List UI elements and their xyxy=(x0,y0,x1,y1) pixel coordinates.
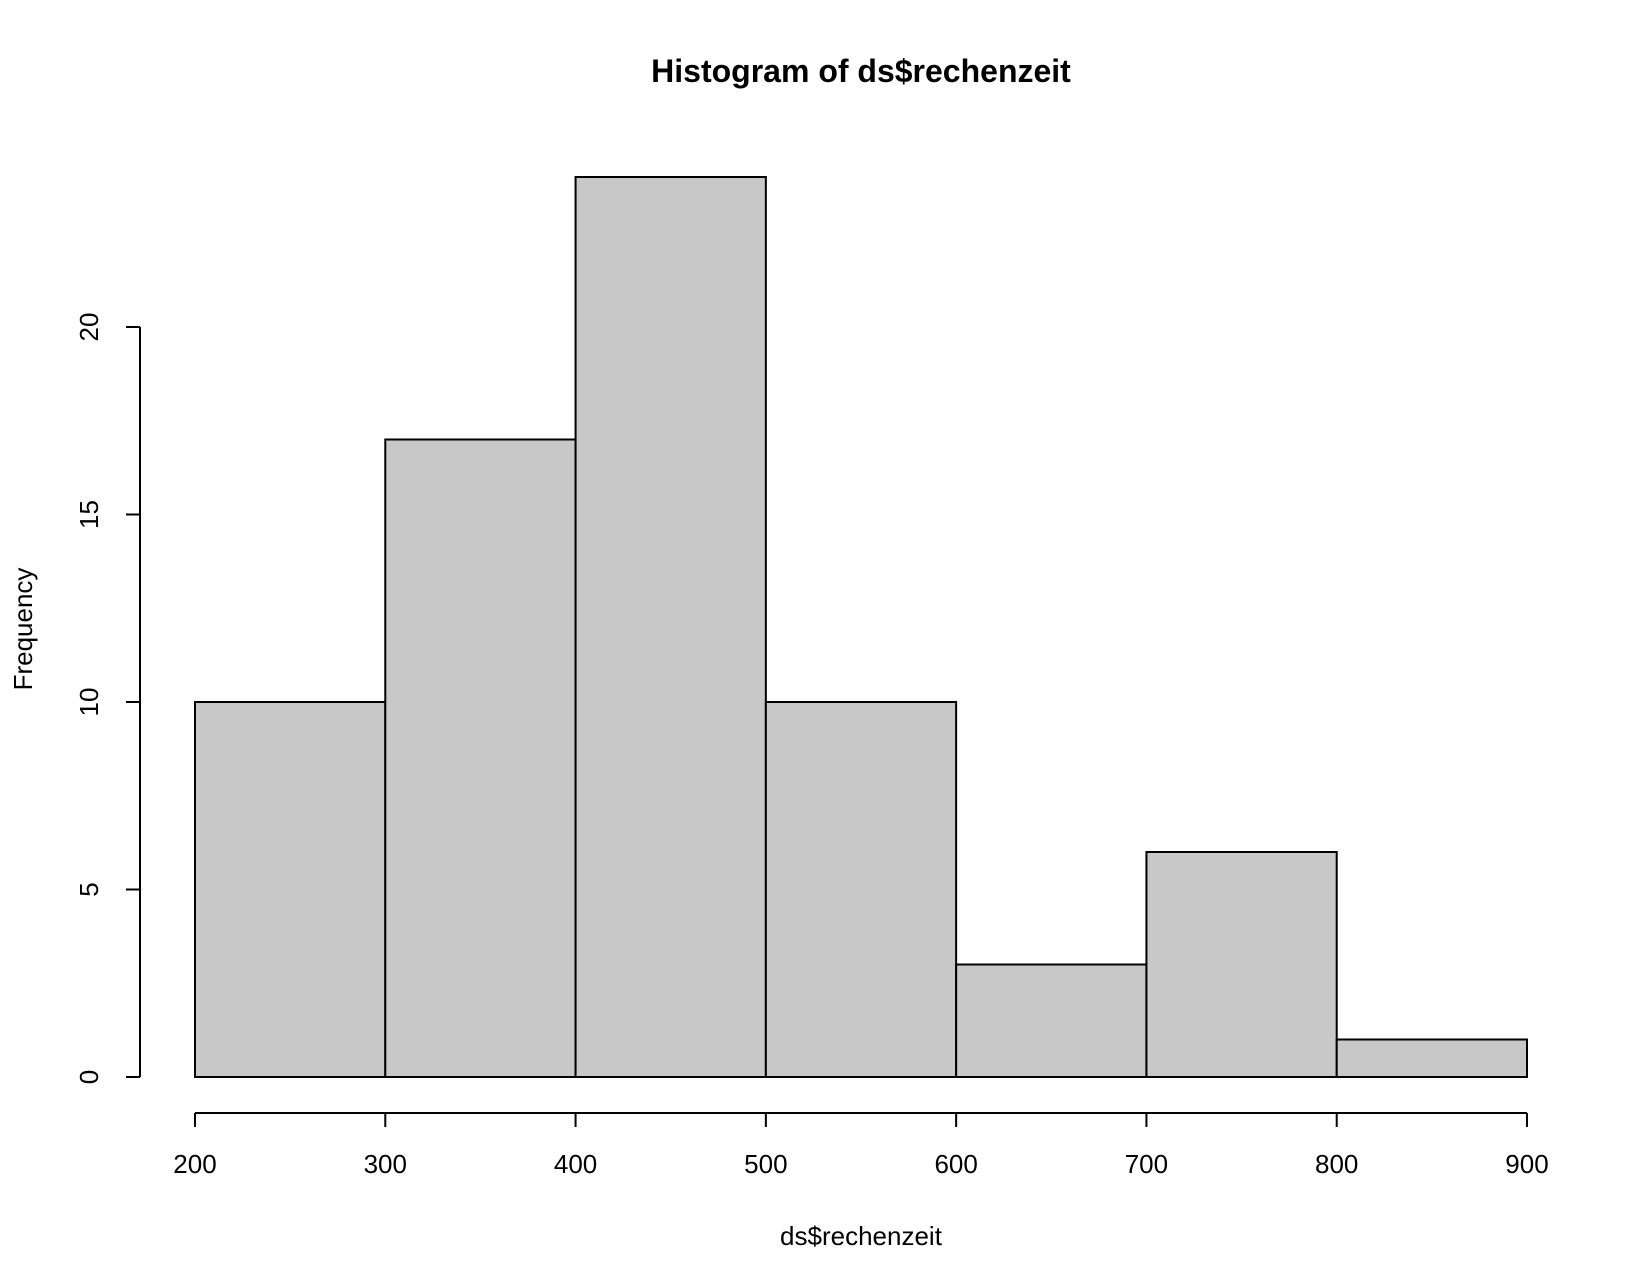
y-tick-label: 0 xyxy=(74,1070,104,1084)
histogram-bar-400-500 xyxy=(574,176,767,1078)
histogram-bar-200-300 xyxy=(194,701,387,1078)
histogram-bar-800-900 xyxy=(1335,1038,1528,1078)
y-axis-label: Frequency xyxy=(8,568,38,691)
histogram-bar-500-600 xyxy=(764,701,958,1078)
x-axis-label: ds$rechenzeit xyxy=(780,1221,943,1251)
bars-group xyxy=(194,176,1528,1078)
y-tick-label: 10 xyxy=(74,688,104,717)
y-axis: 0 5 10 15 20 xyxy=(74,313,141,1084)
x-axis: 200 300 400 500 600 700 800 900 xyxy=(173,1112,1549,1179)
histogram-bar-600-700 xyxy=(955,963,1148,1078)
x-tick-label: 200 xyxy=(173,1149,216,1179)
histogram-bar-700-800 xyxy=(1145,851,1338,1078)
x-tick-label: 800 xyxy=(1315,1149,1358,1179)
x-tick-label: 300 xyxy=(364,1149,407,1179)
x-tick-label: 400 xyxy=(554,1149,597,1179)
x-tick-label: 600 xyxy=(934,1149,977,1179)
y-tick-label: 20 xyxy=(74,313,104,342)
x-tick-label: 500 xyxy=(744,1149,787,1179)
chart-title: Histogram of ds$rechenzeit xyxy=(651,53,1071,89)
y-tick-label: 15 xyxy=(74,500,104,529)
x-tick-label: 900 xyxy=(1505,1149,1548,1179)
histogram-bar-300-400 xyxy=(384,438,577,1078)
x-tick-label: 700 xyxy=(1125,1149,1168,1179)
y-tick-label: 5 xyxy=(74,882,104,896)
